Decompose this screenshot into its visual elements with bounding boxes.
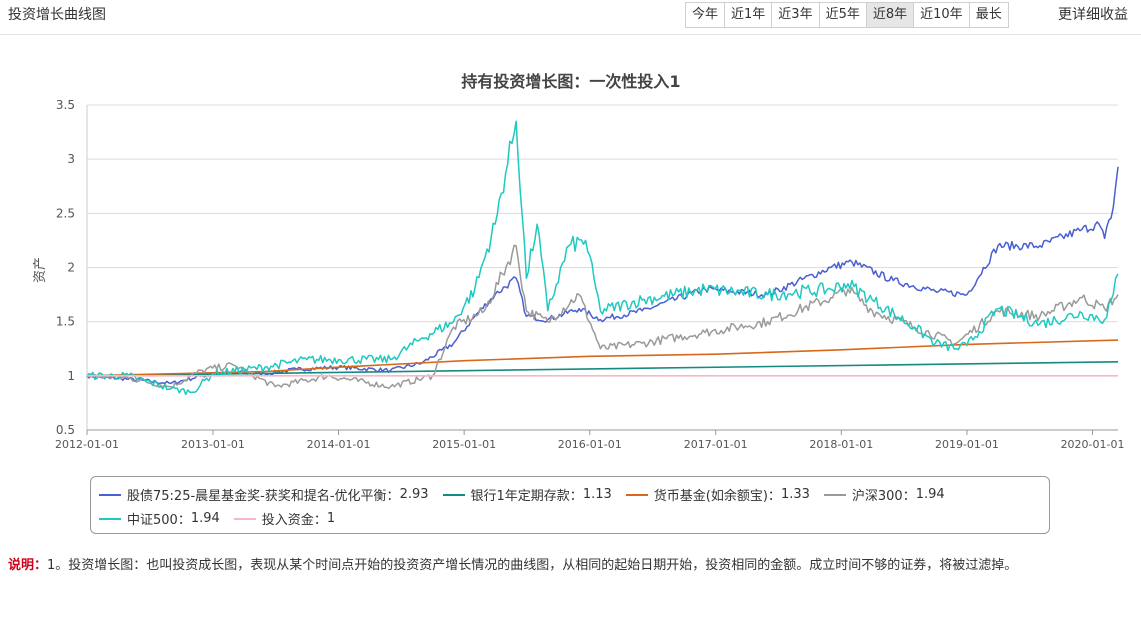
x-tick-label: 2018-01-01 — [809, 438, 873, 451]
top-bar: 投资增长曲线图 今年 近1年 近3年 近5年 近8年 近10年 最长 更详细收益 — [0, 0, 1141, 35]
y-tick-label: 3.5 — [56, 98, 75, 112]
legend-separator: ： — [386, 489, 400, 504]
x-tick-label: 2016-01-01 — [558, 438, 622, 451]
explanation-note: 说明：1。投资增长图：也叫投资成长图，表现从某个时间点开始的投资资产增长情况的曲… — [8, 556, 1128, 576]
legend-label: 货币基金(如余额宝) — [653, 489, 768, 504]
series-line — [86, 361, 1119, 377]
section-title: 投资增长曲线图 — [8, 7, 106, 23]
x-tick-label: 2020-01-01 — [1061, 438, 1125, 451]
range-button[interactable]: 近1年 — [725, 3, 773, 27]
legend-value: 1 — [326, 511, 336, 526]
y-tick-label: 2.5 — [56, 206, 75, 220]
more-returns-link[interactable]: 更详细收益 — [1058, 7, 1128, 23]
series-line — [86, 339, 1119, 377]
range-selector: 今年 近1年 近3年 近5年 近8年 近10年 最长 — [685, 2, 1009, 28]
y-axis-label: 资产 — [33, 257, 48, 283]
y-tick-label: 3 — [67, 152, 75, 166]
legend-label: 沪深300 — [851, 489, 903, 504]
legend-label: 中证500 — [127, 513, 178, 528]
x-tick-label: 2017-01-01 — [684, 438, 748, 451]
x-tick-label: 2015-01-01 — [432, 438, 496, 451]
range-button[interactable]: 近5年 — [819, 3, 867, 27]
legend-swatch — [233, 517, 256, 520]
legend-item[interactable]: 银行1年定期存款： 1.13 — [442, 485, 612, 504]
y-tick-label: 2 — [67, 261, 75, 275]
range-button[interactable]: 最长 — [969, 3, 1008, 27]
legend-item[interactable]: 股债75:25-晨星基金奖-获奖和提名-优化平衡： 2.93 — [99, 485, 429, 504]
legend-separator: ： — [767, 489, 781, 504]
legend-item[interactable]: 投入资金： 1 — [233, 509, 336, 528]
series-line — [86, 166, 1119, 385]
legend-value: 2.93 — [399, 487, 429, 502]
chart-legend: 股债75:25-晨星基金奖-获奖和提名-优化平衡： 2.93 银行1年定期存款： 1.… — [90, 476, 1050, 534]
legend-label: 股债75:25-晨星基金奖-获奖和提名-优化平衡 — [127, 489, 387, 504]
legend-value: 1.94 — [915, 487, 945, 502]
legend-swatch — [442, 493, 465, 496]
legend-item[interactable]: 沪深300： 1.94 — [823, 485, 945, 504]
legend-row: 股债75:25-晨星基金奖-获奖和提名-优化平衡： 2.93 银行1年定期存款： 1.… — [99, 485, 959, 504]
x-tick-label: 2013-01-01 — [181, 438, 245, 451]
legend-row: 中证500： 1.94 投入资金： 1 — [99, 509, 349, 528]
y-tick-label: 1 — [67, 369, 75, 383]
series-line — [86, 244, 1119, 390]
legend-item[interactable]: 中证500： 1.94 — [99, 509, 220, 528]
series-line — [86, 120, 1119, 396]
chart-title: 持有投资增长图：一次性投入1 — [461, 72, 680, 91]
y-tick-label: 0.5 — [56, 423, 75, 437]
legend-separator: ： — [313, 513, 327, 528]
legend-label: 银行1年定期存款 — [470, 489, 570, 504]
legend-separator: ： — [569, 489, 583, 504]
legend-separator: ： — [177, 513, 191, 528]
legend-value: 1.94 — [190, 511, 220, 526]
range-button[interactable]: 近3年 — [772, 3, 820, 27]
legend-swatch — [99, 517, 121, 520]
legend-separator: ： — [902, 489, 916, 504]
legend-item[interactable]: 货币基金(如余额宝)： 1.33 — [625, 485, 810, 504]
y-tick-label: 1.5 — [56, 315, 75, 329]
x-tick-label: 2012-01-01 — [55, 438, 119, 451]
legend-label: 投入资金 — [261, 513, 314, 528]
legend-swatch — [625, 493, 648, 496]
legend-swatch — [99, 493, 121, 496]
legend-value: 1.33 — [780, 487, 810, 502]
range-button[interactable]: 近8年 — [866, 3, 915, 27]
note-label: 说明： — [8, 558, 48, 573]
legend-value: 1.13 — [582, 487, 612, 502]
growth-line-chart: 持有投资增长图：一次性投入1 0.5 1 1.5 2 2.5 3 3.5 资产 2012-01-0… — [33, 72, 1125, 451]
x-tick-label: 2019-01-01 — [935, 438, 999, 451]
legend-swatch — [823, 493, 846, 496]
x-tick-label: 2014-01-01 — [307, 438, 371, 451]
range-button[interactable]: 近10年 — [914, 3, 970, 27]
note-text: 1。投资增长图：也叫投资成长图，表现从某个时间点开始的投资资产增长情况的曲线图，… — [47, 558, 1018, 573]
range-button[interactable]: 今年 — [686, 3, 726, 27]
